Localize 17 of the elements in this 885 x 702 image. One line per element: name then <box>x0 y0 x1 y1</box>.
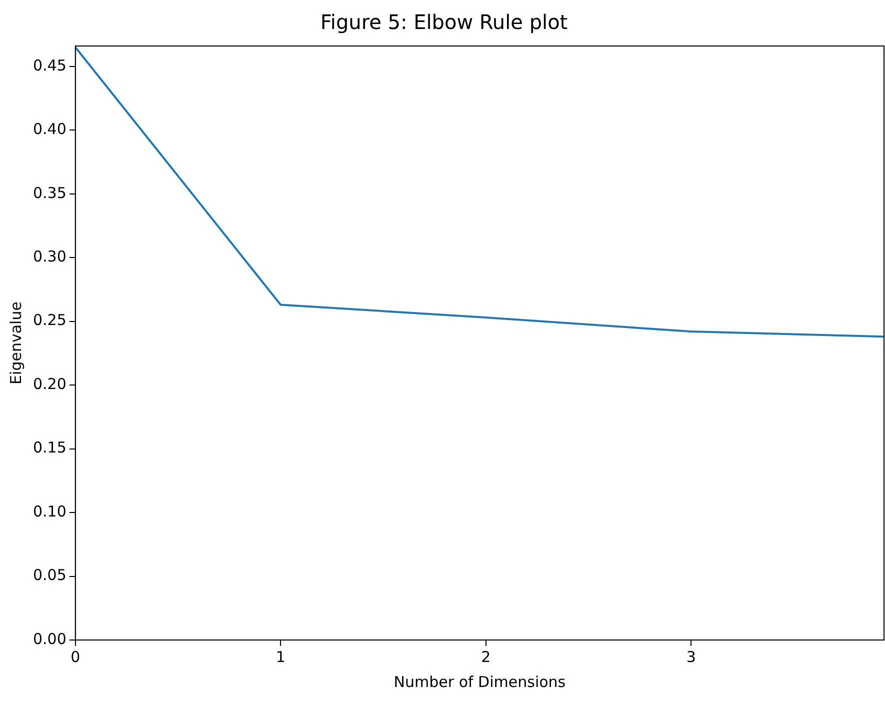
y-axis-title: Eigenvalue <box>6 302 25 384</box>
x-tick-label: 0 <box>70 648 80 666</box>
chart-title: Figure 5: Elbow Rule plot <box>320 10 568 34</box>
y-tick-label: 0.10 <box>32 502 66 520</box>
y-tick-label: 0.30 <box>32 247 66 266</box>
x-tick-label: 1 <box>276 648 286 666</box>
y-tick-label: 0.35 <box>32 184 66 202</box>
x-tick-label: 3 <box>686 648 696 666</box>
y-tick-label: 0.00 <box>32 630 66 648</box>
x-tick-label: 2 <box>481 648 491 666</box>
y-tick-label: 0.25 <box>32 311 66 330</box>
x-axis-title: Number of Dimensions <box>394 672 566 691</box>
y-tick-label: 0.45 <box>32 56 66 74</box>
y-tick-label: 0.40 <box>32 120 66 138</box>
y-tick-label: 0.05 <box>32 566 66 584</box>
y-tick-label: 0.15 <box>32 438 66 457</box>
y-tick-label: 0.20 <box>32 374 66 393</box>
